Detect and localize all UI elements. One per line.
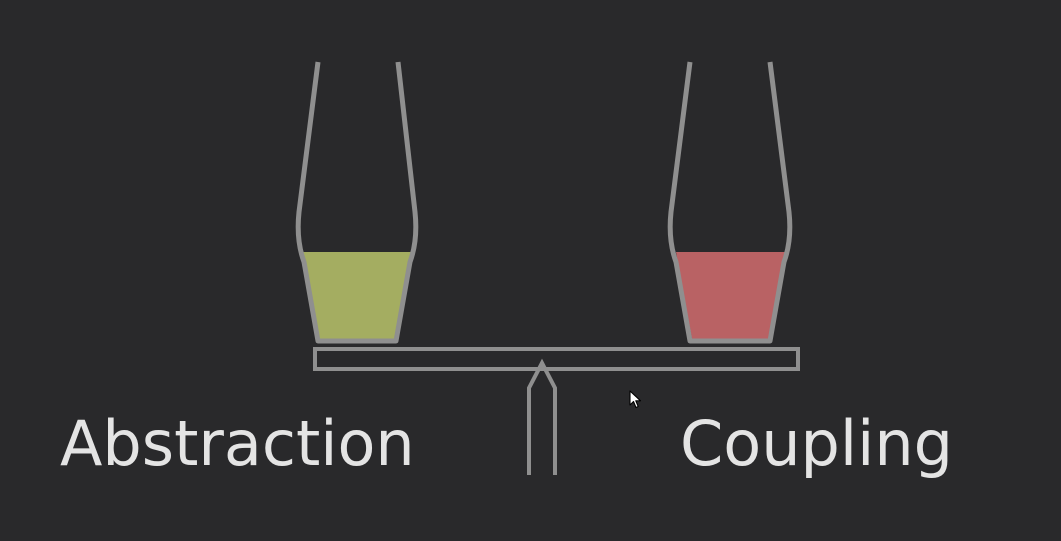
right-glass-liquid	[676, 252, 786, 339]
abstraction-label: Abstraction	[60, 407, 415, 480]
coupling-label: Coupling	[680, 407, 953, 480]
left-glass	[295, 61, 419, 344]
balance-beam	[313, 347, 800, 371]
balance-fulcrum	[527, 358, 557, 475]
right-glass	[667, 61, 793, 344]
left-glass-liquid	[302, 252, 412, 339]
mouse-pointer-icon	[629, 390, 642, 409]
